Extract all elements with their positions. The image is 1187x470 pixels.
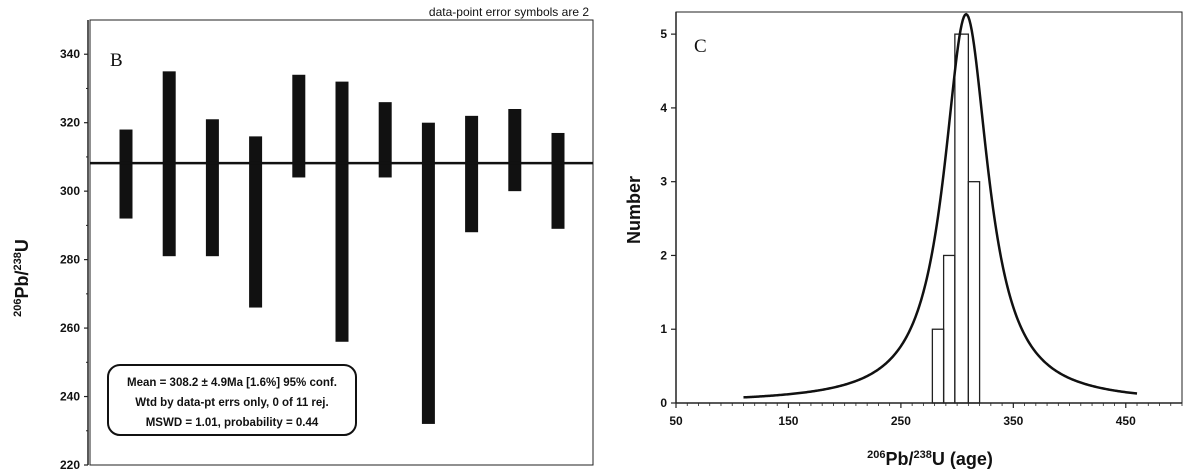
panel-c-histogram-bin (942, 254, 956, 404)
panel-c-histogram-bin (954, 33, 970, 404)
panel-c-letter: C (694, 36, 707, 57)
panel-c-y-tick-label: 3 (660, 175, 667, 189)
panel-c-x-ticks: 50 150 250 350 450 (669, 403, 1183, 428)
panel-c-y-tick-label: 1 (660, 322, 667, 336)
panel-b-y-tick-label: 220 (60, 458, 80, 470)
panel-b-letter: B (110, 50, 123, 71)
panel-c-x-tick-label: 50 (669, 414, 683, 428)
panel-c-y-tick-label: 0 (660, 396, 667, 410)
panel-b-error-bar (292, 74, 306, 178)
panel-b-stats-box: Mean = 308.2 ± 4.9Ma [1.6%] 95% conf. Wt… (107, 364, 357, 436)
panel-c-y-ticks: 0 1 2 3 4 5 (660, 27, 676, 410)
panel-b-note: data-point error symbols are 2 (429, 5, 589, 19)
panel-c-histogram-bins (931, 33, 981, 404)
panel-c-y-tick-label: 2 (660, 248, 667, 262)
panel-c-x-tick-label: 450 (1116, 414, 1136, 428)
stats-line-3: MSWD = 1.01, probability = 0.44 (146, 417, 319, 429)
panel-b-y-tick-label: 320 (60, 116, 80, 130)
panel-b-error-bar (378, 102, 392, 178)
stats-line-1: Mean = 308.2 ± 4.9Ma [1.6%] 95% conf. (127, 377, 337, 389)
panel-c-histogram: C 0 1 2 3 4 5 50 150 250 350 450 Number 206Pb/238… (624, 11, 1183, 469)
panel-b-ylabel-iso1: 206 (12, 299, 24, 317)
panel-c-histogram-bin (931, 328, 945, 404)
panel-c-density-curve (743, 12, 1138, 399)
panel-c-plot-frame (675, 11, 1183, 404)
panel-b-y-tick-label: 280 (60, 253, 80, 267)
panel-c-y-tick-label: 4 (660, 101, 667, 115)
panel-b-error-bar (465, 115, 479, 233)
panel-c-histogram-bin (967, 181, 981, 404)
panel-c-x-axis-title: 206Pb/238U (age) (867, 449, 993, 469)
panel-b-y-tick-label: 260 (60, 321, 80, 335)
panel-c-xlabel-end: U (age) (932, 449, 993, 469)
panel-b-y-tick-label: 340 (60, 47, 80, 61)
panel-b-y-axis-title: 206Pb/238U (12, 239, 32, 317)
panel-b-ylabel-elem: U (12, 239, 32, 252)
panel-b-ylabel-iso2: 238 (12, 252, 24, 270)
panel-b-error-bar (205, 119, 219, 257)
panel-b-error-bar (551, 132, 565, 229)
panel-c-xlabel-iso2: 238 (914, 449, 932, 461)
panel-c-xlabel-mid: Pb/ (885, 449, 913, 469)
panel-b-error-bar (421, 122, 435, 424)
panel-c-y-axis-title: Number (624, 176, 644, 244)
panel-c-x-tick-label: 250 (891, 414, 911, 428)
panel-c-x-tick-label: 350 (1003, 414, 1023, 428)
panel-b-y-ticks: 220 240 260 280 300 320 340 (60, 47, 88, 470)
panel-b-ylabel-base: Pb/ (12, 270, 32, 298)
panel-c-x-tick-label: 150 (778, 414, 798, 428)
panel-b-error-bar (249, 136, 263, 308)
panel-b-y-tick-label: 240 (60, 390, 80, 404)
panel-b-error-bar (508, 109, 522, 192)
panel-c-xlabel-iso1: 206 (867, 449, 885, 461)
panel-c-y-tick-label: 5 (660, 27, 667, 41)
panel-b-y-tick-label: 300 (60, 184, 80, 198)
panel-b-error-bar-chart: data-point error symbols are 2 B 2202402… (12, 5, 594, 470)
panel-b-plot-frame (89, 19, 594, 466)
panel-b-error-bar (335, 81, 349, 342)
panel-b-error-bars (119, 71, 565, 424)
stats-line-2: Wtd by data-pt errs only, 0 of 11 rej. (135, 397, 328, 409)
panel-b-error-bar (119, 129, 133, 219)
